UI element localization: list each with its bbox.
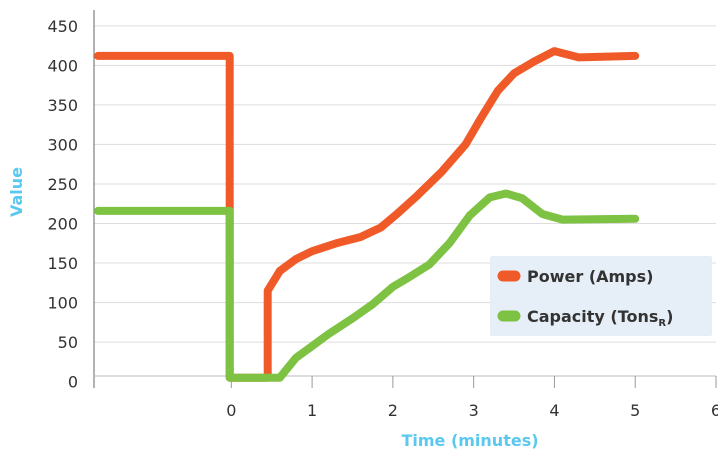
y-tick-label-150: 150 <box>47 254 78 273</box>
y-tick-label-350: 350 <box>47 96 78 115</box>
x-tick-label-1: 1 <box>307 401 317 420</box>
legend-label-capacity: Capacity (TonsR) <box>527 307 673 329</box>
grid-lines <box>94 25 716 343</box>
x-tick-label-4: 4 <box>549 401 559 420</box>
x-tick-label-3: 3 <box>469 401 479 420</box>
y-tick-label-250: 250 <box>47 175 78 194</box>
x-tick-labels: 0 1 2 3 4 5 6 <box>226 376 718 420</box>
axes <box>93 10 716 388</box>
y-axis-title: Value <box>7 167 26 217</box>
legend-label-capacity-main: Capacity (Tons <box>527 307 658 326</box>
x-tick-label-2: 2 <box>388 401 398 420</box>
y-tick-label-200: 200 <box>47 215 78 234</box>
series-lines <box>94 47 640 382</box>
x-tick-label-0: 0 <box>226 401 236 420</box>
y-tick-label-0: 0 <box>68 373 78 392</box>
x-axis-title: Time (minutes) <box>401 431 538 450</box>
legend-label-power: Power (Amps) <box>527 267 653 286</box>
y-tick-labels: 0 50 100 150 200 250 300 350 400 450 <box>47 17 78 392</box>
x-tick-label-5: 5 <box>630 401 640 420</box>
series-line-power <box>94 47 640 382</box>
x-tick-label-6: 6 <box>711 401 718 420</box>
y-tick-label-50: 50 <box>58 333 78 352</box>
y-tick-label-400: 400 <box>47 56 78 75</box>
y-tick-label-450: 450 <box>47 17 78 36</box>
legend-label-capacity-suffix: ) <box>666 307 673 326</box>
series-line-capacity <box>94 189 640 382</box>
legend-label-capacity-sub: R <box>658 318 666 329</box>
y-tick-label-300: 300 <box>47 135 78 154</box>
legend: Power (Amps) Capacity (TonsR) <box>490 256 712 336</box>
y-tick-label-100: 100 <box>47 294 78 313</box>
legend-background <box>490 256 712 336</box>
